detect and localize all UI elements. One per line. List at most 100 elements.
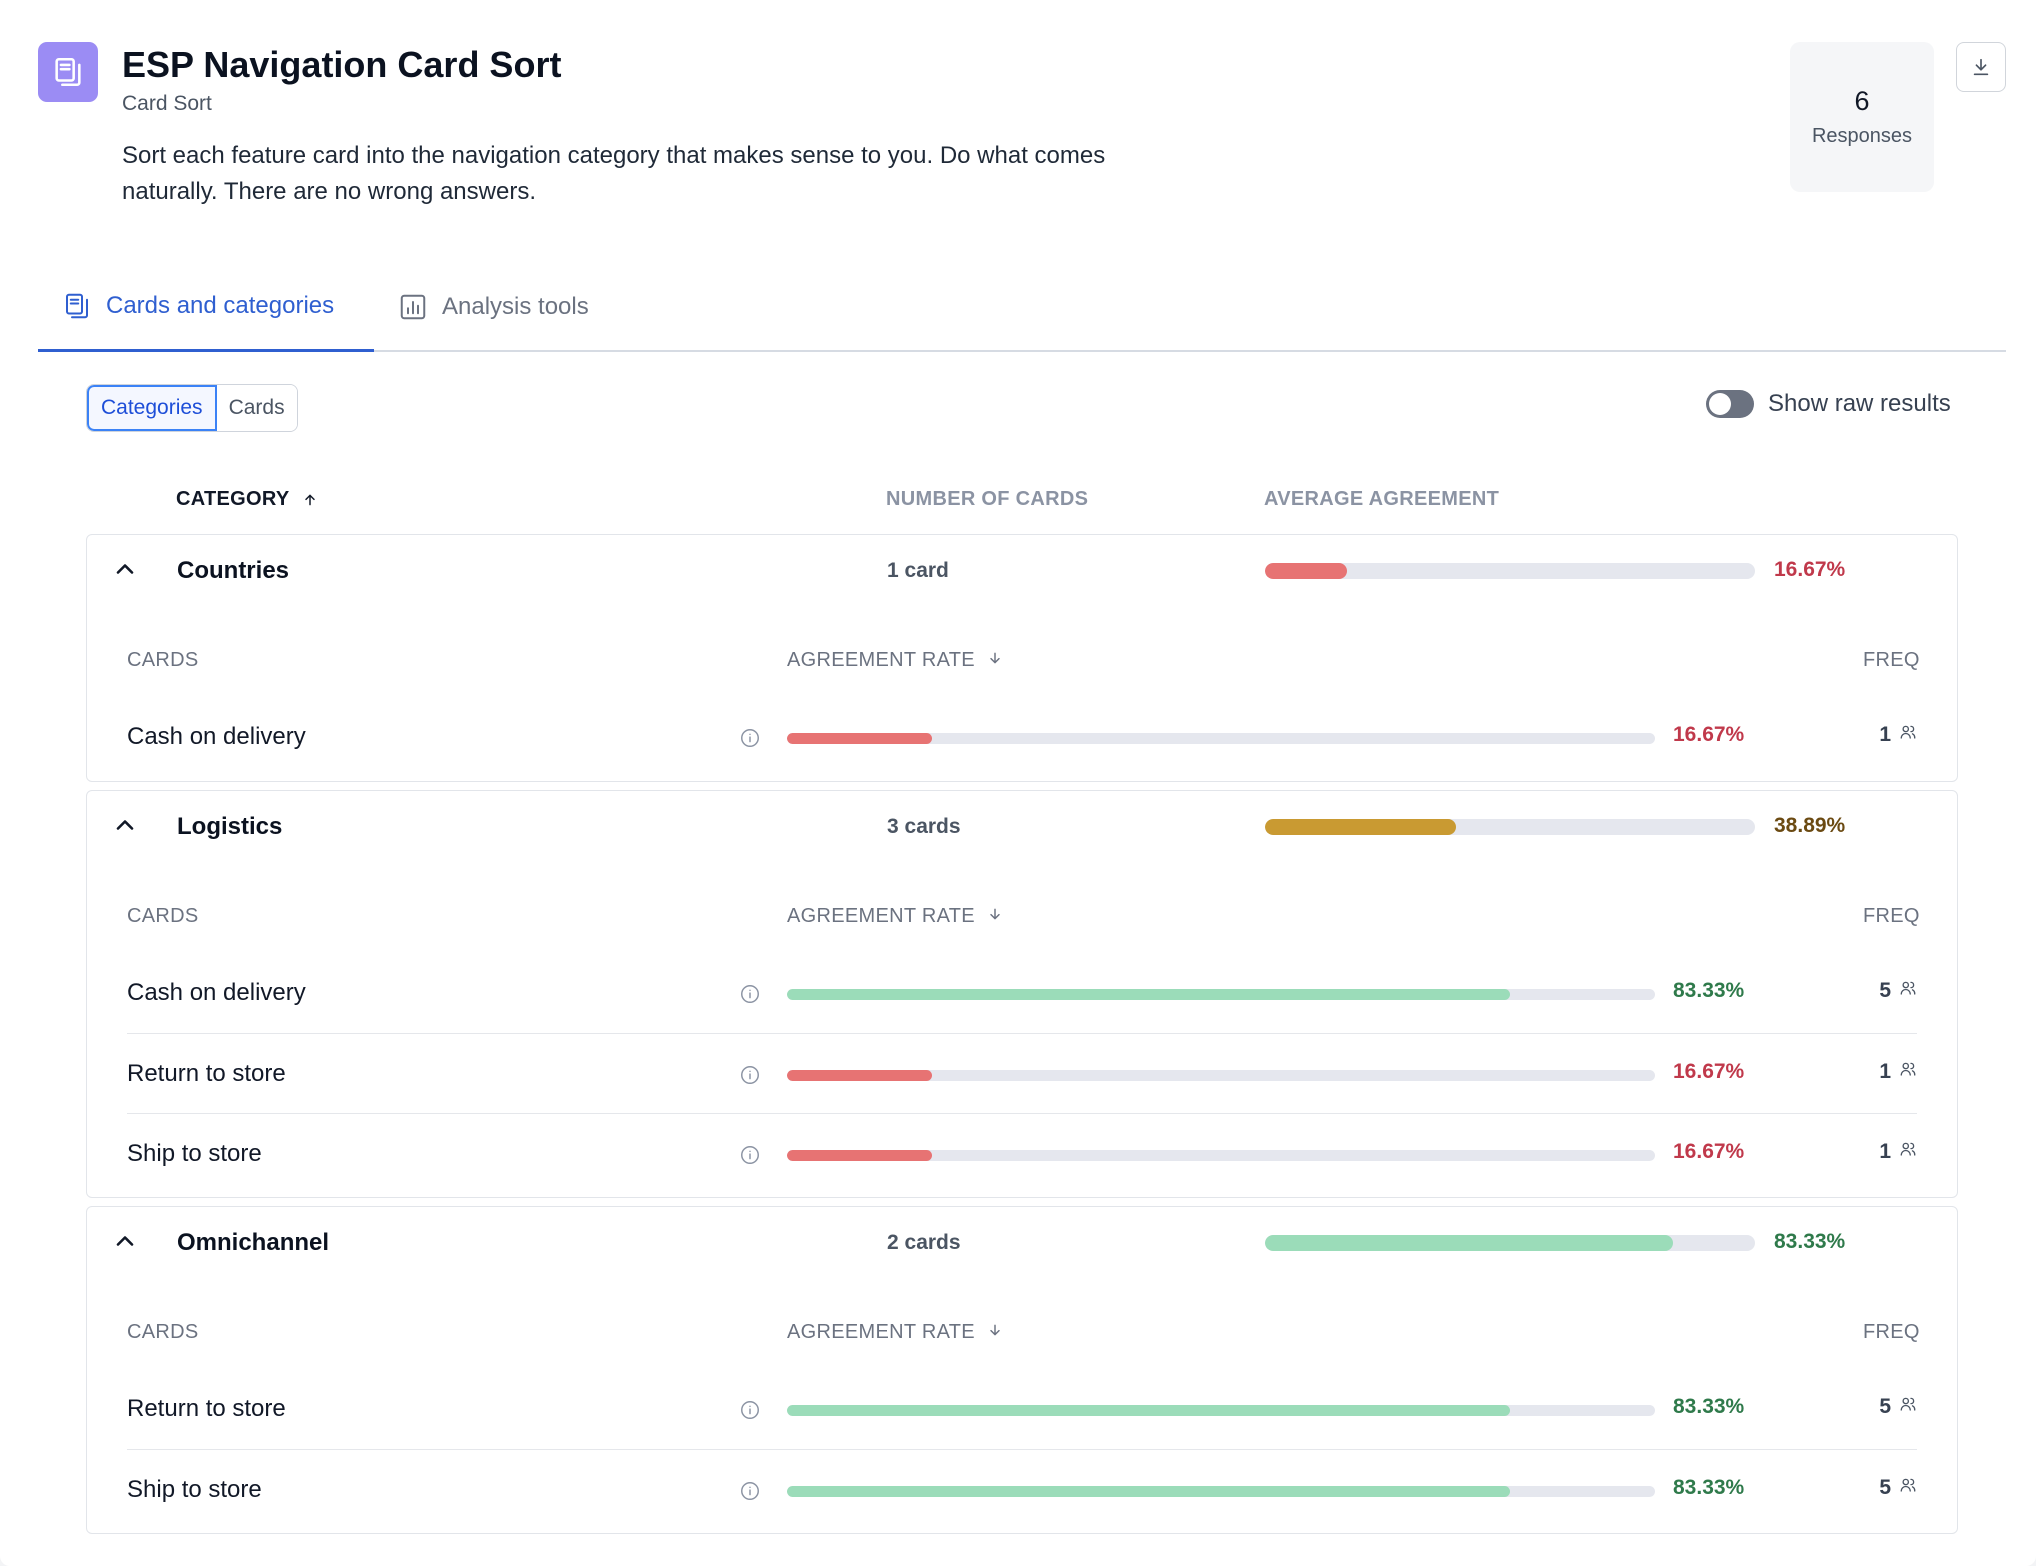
average-agreement-fill bbox=[1265, 563, 1347, 579]
card-name: Ship to store bbox=[127, 1476, 262, 1503]
average-agreement-fill bbox=[1265, 819, 1456, 835]
agreement-rate-fill bbox=[787, 1486, 1511, 1497]
tab-bar: Cards and categories Analysis tools bbox=[38, 262, 2006, 352]
category-block-omnichannel: Omnichannel 2 cards 83.33% CARDS AGREEMENT R… bbox=[86, 1206, 1958, 1534]
tab-label: Analysis tools bbox=[442, 293, 589, 320]
card-name: Ship to store bbox=[127, 1140, 262, 1167]
info-icon[interactable] bbox=[739, 983, 761, 1005]
info-icon[interactable] bbox=[739, 1064, 761, 1086]
card-name: Return to store bbox=[127, 1395, 286, 1422]
card-row: Return to store 83.33% 5 bbox=[127, 1369, 1917, 1449]
users-icon bbox=[1899, 1060, 1917, 1084]
cards-view-button[interactable]: Cards bbox=[216, 385, 297, 431]
number-of-cards-header: NUMBER OF CARDS bbox=[886, 488, 1089, 510]
frequency-value: 1 bbox=[1879, 1140, 1891, 1163]
agreement-rate-fill bbox=[787, 1405, 1511, 1416]
card-row: Ship to store 83.33% 5 bbox=[127, 1449, 1917, 1529]
raw-results-label: Show raw results bbox=[1768, 390, 1951, 417]
frequency-value: 1 bbox=[1879, 723, 1891, 746]
responses-summary: 6 Responses bbox=[1790, 42, 1934, 192]
card-frequency: 1 bbox=[1879, 1140, 1917, 1164]
arrow-down-icon bbox=[987, 905, 1003, 928]
agreement-rate-value: 83.33% bbox=[1673, 979, 1745, 1002]
frequency-value: 5 bbox=[1879, 979, 1891, 1002]
view-segmented-control: Categories Cards bbox=[86, 384, 298, 432]
card-row: Ship to store 16.67% 1 bbox=[127, 1113, 1917, 1193]
tab-cards-and-categories[interactable]: Cards and categories bbox=[38, 262, 374, 352]
category-card-count: 1 card bbox=[887, 559, 949, 582]
category-card-count: 2 cards bbox=[887, 1231, 961, 1254]
chevron-up-icon[interactable] bbox=[111, 811, 139, 839]
users-icon bbox=[1899, 1395, 1917, 1419]
average-agreement-bar bbox=[1265, 563, 1755, 579]
freq-subheader: FREQ bbox=[1863, 905, 1920, 927]
toggle-knob bbox=[1709, 393, 1731, 415]
category-column-header[interactable]: CATEGORY bbox=[176, 488, 318, 511]
download-icon bbox=[1973, 58, 1989, 76]
agreement-rate-bar bbox=[787, 989, 1655, 1000]
category-name: Logistics bbox=[177, 813, 283, 840]
category-row[interactable]: Logistics 3 cards 38.89% bbox=[87, 791, 1957, 863]
categories-view-button[interactable]: Categories bbox=[87, 385, 217, 431]
category-row[interactable]: Countries 1 card 16.67% bbox=[87, 535, 1957, 607]
agreement-rate-value: 83.33% bbox=[1673, 1476, 1745, 1499]
raw-results-toggle[interactable] bbox=[1706, 390, 1754, 418]
average-agreement-fill bbox=[1265, 1235, 1674, 1251]
agreement-rate-label: AGREEMENT RATE bbox=[787, 649, 975, 671]
freq-subheader: FREQ bbox=[1863, 1321, 1920, 1343]
arrow-up-icon bbox=[304, 494, 315, 505]
category-card-count: 3 cards bbox=[887, 815, 961, 838]
freq-subheader: FREQ bbox=[1863, 649, 1920, 671]
agreement-rate-label: AGREEMENT RATE bbox=[787, 1321, 975, 1343]
responses-label: Responses bbox=[1811, 125, 1913, 147]
agreement-rate-bar bbox=[787, 1405, 1655, 1416]
users-icon bbox=[1899, 1140, 1917, 1164]
info-icon[interactable] bbox=[739, 727, 761, 749]
agreement-rate-bar bbox=[787, 1150, 1655, 1161]
info-icon[interactable] bbox=[739, 1480, 761, 1502]
cards-subheader: CARDS bbox=[127, 649, 199, 671]
agreement-rate-fill bbox=[787, 733, 932, 744]
info-icon[interactable] bbox=[739, 1144, 761, 1166]
users-icon bbox=[1899, 1476, 1917, 1500]
average-agreement-value: 83.33% bbox=[1774, 1230, 1846, 1253]
average-agreement-bar bbox=[1265, 819, 1755, 835]
tab-analysis-tools[interactable]: Analysis tools bbox=[374, 262, 613, 352]
download-button[interactable] bbox=[1956, 42, 2006, 92]
card-frequency: 5 bbox=[1879, 1476, 1917, 1500]
chevron-up-icon[interactable] bbox=[111, 1227, 139, 1255]
agreement-rate-bar bbox=[787, 1486, 1655, 1497]
agreement-rate-bar bbox=[787, 1070, 1655, 1081]
arrow-down-icon bbox=[987, 1321, 1003, 1344]
card-row: Cash on delivery 83.33% 5 bbox=[127, 953, 1917, 1033]
card-name: Cash on delivery bbox=[127, 979, 306, 1006]
frequency-value: 1 bbox=[1879, 1060, 1891, 1083]
raw-results-toggle-group: Show raw results bbox=[1706, 390, 1951, 418]
chevron-up-icon[interactable] bbox=[111, 555, 139, 583]
frequency-value: 5 bbox=[1879, 1476, 1891, 1499]
card-frequency: 1 bbox=[1879, 723, 1917, 747]
users-icon bbox=[1899, 979, 1917, 1003]
responses-count: 6 bbox=[1854, 86, 1870, 116]
agreement-rate-subheader[interactable]: AGREEMENT RATE bbox=[787, 1321, 1003, 1344]
cards-subheader: CARDS bbox=[127, 1321, 199, 1343]
agreement-rate-value: 83.33% bbox=[1673, 1395, 1745, 1418]
agreement-rate-value: 16.67% bbox=[1673, 1140, 1745, 1163]
info-icon[interactable] bbox=[739, 1399, 761, 1421]
category-block-logistics: Logistics 3 cards 38.89% CARDS AGREEMENT RAT… bbox=[86, 790, 1958, 1198]
frequency-value: 5 bbox=[1879, 1395, 1891, 1418]
agreement-rate-value: 16.67% bbox=[1673, 723, 1745, 746]
category-name: Countries bbox=[177, 557, 290, 584]
category-row[interactable]: Omnichannel 2 cards 83.33% bbox=[87, 1207, 1957, 1279]
agreement-rate-subheader[interactable]: AGREEMENT RATE bbox=[787, 649, 1003, 672]
agreement-rate-fill bbox=[787, 989, 1511, 1000]
category-block-countries: Countries 1 card 16.67% CARDS AGREEMENT RATE… bbox=[86, 534, 1958, 782]
agreement-rate-fill bbox=[787, 1070, 932, 1081]
bar-chart-icon bbox=[400, 294, 426, 320]
agreement-rate-subheader[interactable]: AGREEMENT RATE bbox=[787, 905, 1003, 928]
card-frequency: 5 bbox=[1879, 1395, 1917, 1419]
agreement-rate-bar bbox=[787, 733, 1655, 744]
agreement-rate-fill bbox=[787, 1150, 932, 1161]
card-name: Cash on delivery bbox=[127, 723, 306, 750]
